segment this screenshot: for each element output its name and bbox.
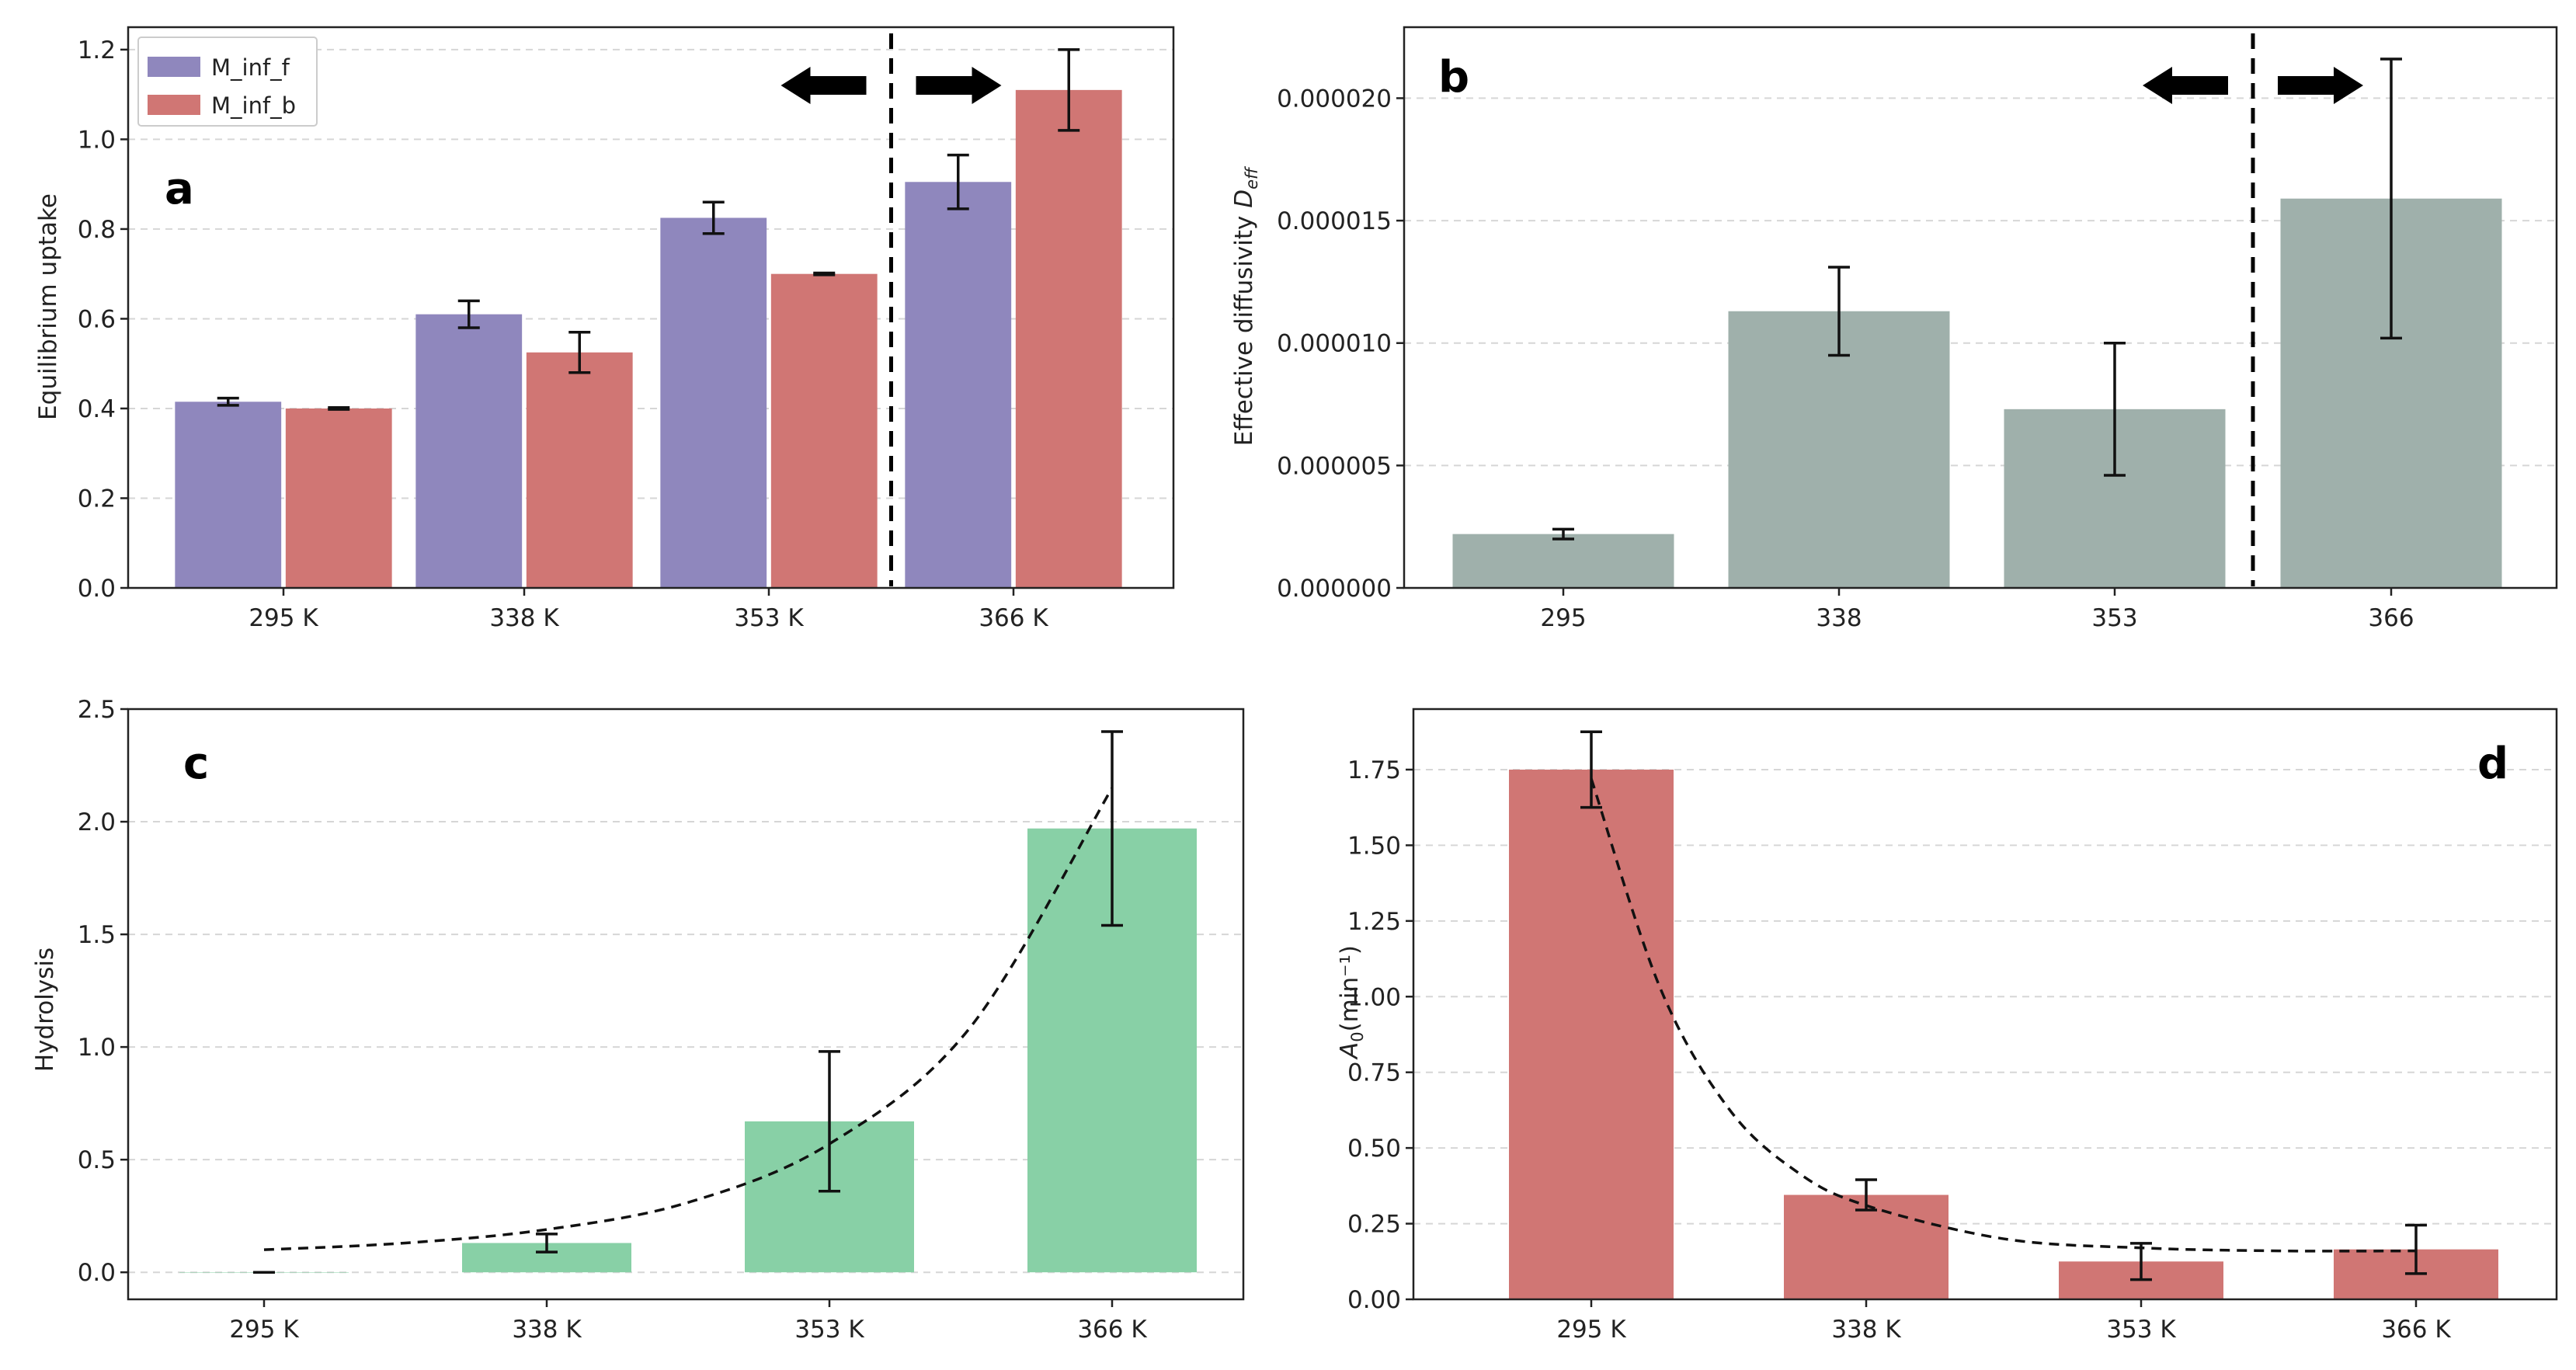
plot-frame-d — [1412, 708, 2558, 1301]
bar-a-m-inf-b-0 — [285, 408, 392, 588]
y-tick-label-d: 0.50 — [1347, 1135, 1401, 1163]
y-tick-label-a: 1.2 — [78, 37, 116, 64]
panel-letter-d: d — [2477, 739, 2508, 789]
x-tick-label-c: 338 K — [512, 1316, 582, 1344]
panel-letter-a: a — [165, 164, 194, 214]
arrow-right-icon — [916, 67, 1002, 104]
y-tick-label-a: 0.6 — [78, 305, 116, 333]
bar-a-m-inf-f-1 — [415, 314, 523, 588]
y-tick-label-a: 0.2 — [78, 485, 116, 513]
x-tick-label-a: 338 K — [489, 604, 559, 632]
bar-a-m-inf-b-3 — [1015, 89, 1122, 588]
bar-a-m-inf-f-2 — [660, 217, 767, 588]
x-tick-label-d: 338 K — [1831, 1316, 1901, 1344]
y-tick-label-c: 2.0 — [78, 808, 116, 836]
panel-letter-c: c — [183, 739, 209, 789]
arrow-left-icon — [2143, 67, 2228, 104]
y-tick-label-a: 0.8 — [78, 216, 116, 244]
y-axis-label-d: A0(min⁻¹) — [1336, 945, 1367, 1060]
fit-curve-d — [1590, 778, 2417, 1253]
arrow-left-icon — [780, 67, 867, 104]
bar-a-m-inf-f-3 — [905, 182, 1012, 589]
y-tick-label-b: 0.000020 — [1277, 85, 1392, 113]
y-tick-label-d: 0.00 — [1347, 1286, 1401, 1314]
y-tick-label-a: 0.0 — [78, 575, 116, 603]
arrow-right-icon — [2278, 67, 2363, 104]
y-tick-label-b: 0.000010 — [1277, 330, 1392, 358]
bar-d-a0-1 — [1784, 1194, 1949, 1299]
fit-curve-c — [263, 787, 1114, 1251]
bar-a-m-inf-f-0 — [175, 402, 282, 588]
x-tick-label-b: 338 — [1816, 604, 1862, 632]
legend-a: M_inf_f M_inf_b — [137, 37, 318, 127]
y-axis-label-c: Hydrolysis — [31, 948, 59, 1072]
bar-d-a0-0 — [1509, 769, 1674, 1299]
legend-label-m-inf-f: M_inf_f — [211, 54, 290, 81]
x-tick-label-c: 366 K — [1077, 1316, 1147, 1344]
bar-a-m-inf-b-2 — [770, 273, 878, 588]
y-tick-label-d: 0.75 — [1347, 1059, 1401, 1087]
x-tick-label-a: 366 K — [979, 604, 1048, 632]
x-tick-label-b: 353 — [2091, 604, 2137, 632]
y-tick-label-a: 0.4 — [78, 395, 116, 423]
y-axis-label-b: Effective diffusivity Deff — [1230, 165, 1261, 446]
panel-letter-b: b — [1438, 52, 1469, 103]
y-tick-label-b: 0.000005 — [1277, 452, 1392, 480]
y-tick-label-d: 1.75 — [1347, 756, 1401, 784]
y-tick-label-b: 0.000000 — [1277, 575, 1392, 603]
y-axis-label-a: Equilibrium uptake — [34, 193, 62, 420]
y-tick-label-d: 0.25 — [1347, 1211, 1401, 1239]
y-tick-label-c: 2.5 — [78, 696, 116, 724]
plot-frame-b — [1403, 26, 2558, 589]
legend-swatch-m-inf-f — [148, 57, 200, 77]
x-tick-label-b: 295 — [1540, 604, 1586, 632]
panel-d: 0.00 0.25 0.50 0.75 1.00 1.25 1.50 1.75 295 K 338… — [1336, 708, 2558, 1344]
x-tick-label-d: 353 K — [2106, 1316, 2176, 1344]
bar-b-d-eff-1 — [1728, 311, 1950, 588]
panel-a: 0.0 0.2 0.4 0.6 0.8 1.0 1.2 295 K 338 K 353 K 366 … — [34, 26, 1175, 632]
y-tick-label-c: 1.0 — [78, 1034, 116, 1062]
x-tick-label-d: 366 K — [2381, 1316, 2451, 1344]
bar-a-m-inf-b-1 — [526, 352, 633, 588]
legend-swatch-m-inf-b — [148, 95, 200, 115]
x-tick-label-d: 295 K — [1556, 1316, 1626, 1344]
y-tick-label-c: 0.0 — [78, 1259, 116, 1287]
y-tick-label-b: 0.000015 — [1277, 207, 1392, 235]
x-tick-label-a: 295 K — [249, 604, 318, 632]
y-tick-label-d: 1.00 — [1347, 983, 1401, 1011]
y-tick-label-d: 1.25 — [1347, 908, 1401, 936]
plot-frame-a — [127, 26, 1175, 589]
panel-b: 0.000000 0.000005 0.000010 0.000015 0.000020… — [1230, 26, 2558, 632]
plot-frame-c — [127, 708, 1245, 1301]
bar-b-d-eff-0 — [1452, 534, 1674, 588]
y-tick-label-c: 0.5 — [78, 1146, 116, 1174]
x-tick-label-c: 295 K — [229, 1316, 299, 1344]
x-tick-label-a: 353 K — [734, 604, 804, 632]
x-tick-label-b: 366 — [2368, 604, 2414, 632]
panel-c: 0.0 0.5 1.0 1.5 2.0 2.5 295 K 338 K 353 K 366 K H… — [31, 696, 1245, 1344]
x-tick-label-c: 353 K — [794, 1316, 864, 1344]
legend-label-m-inf-b: M_inf_b — [211, 92, 296, 119]
y-tick-label-a: 1.0 — [78, 126, 116, 154]
y-tick-label-c: 1.5 — [78, 921, 116, 949]
y-tick-label-d: 1.50 — [1347, 832, 1401, 860]
